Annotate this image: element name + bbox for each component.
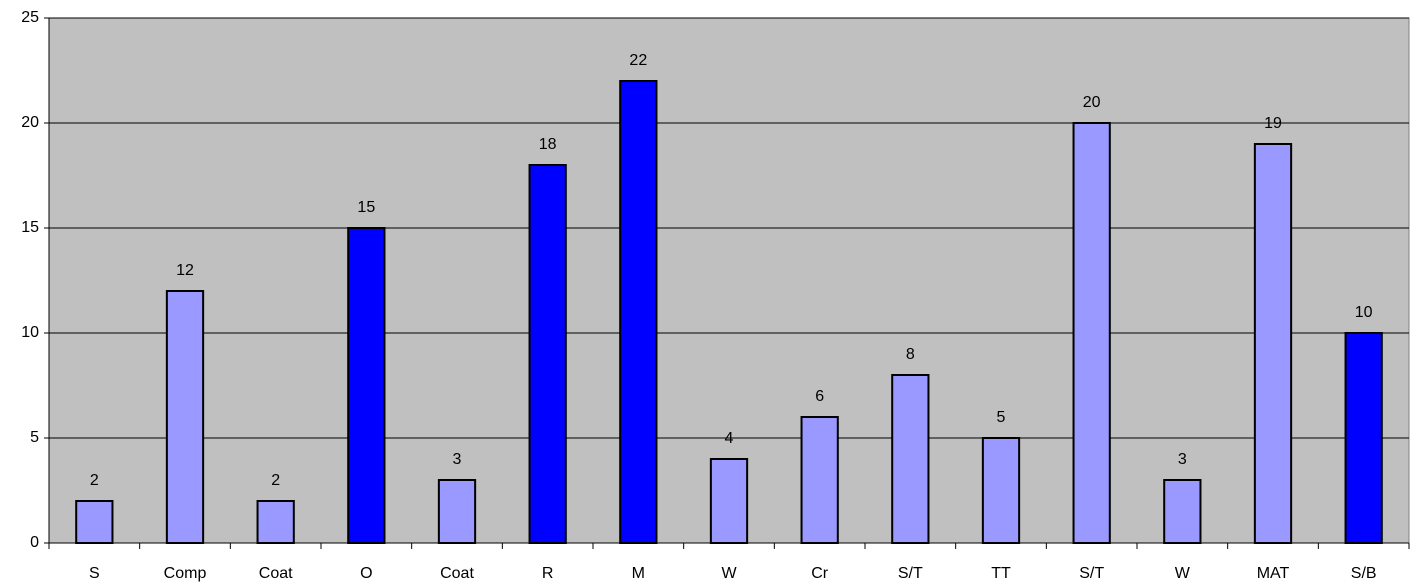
data-label: 19 [1264,115,1282,132]
x-tick-label: MAT [1257,565,1290,582]
bar [709,458,749,544]
bar [256,500,295,544]
x-tick-label: O [360,565,372,582]
bar [528,164,567,544]
bar [1253,143,1293,544]
x-tick-label: S/B [1351,565,1377,582]
data-label: 2 [271,472,280,489]
bar [1163,479,1202,544]
data-label: 20 [1083,94,1101,111]
bar [1072,122,1111,544]
bar [347,227,386,544]
x-tick-label: W [1175,565,1191,582]
plot-area [48,17,1410,544]
bar [75,500,114,544]
data-label: 4 [725,430,734,447]
bar [165,290,205,544]
bar [891,374,930,544]
data-label: 10 [1355,304,1373,321]
data-label: 6 [815,388,824,405]
bar [619,80,658,544]
x-tick-label: S/T [898,565,923,582]
data-label: 18 [539,136,557,153]
bar [437,479,477,544]
data-label: 8 [906,346,915,363]
x-tick-label: S [89,565,100,582]
x-tick-label: Comp [164,565,207,582]
x-tick-label: TT [991,565,1011,582]
x-tick-label: M [632,565,645,582]
y-tick-label: 10 [21,324,39,341]
x-tick-label: Cr [811,565,829,582]
data-label: 12 [176,262,194,279]
data-label: 5 [997,409,1006,426]
bar [981,437,1021,544]
bar [800,416,839,544]
data-label: 2 [90,472,99,489]
y-tick-label: 15 [21,219,39,236]
data-label: 3 [1178,451,1187,468]
y-tick-label: 25 [21,9,39,26]
data-label: 15 [357,199,375,216]
y-tick-label: 5 [30,429,39,446]
bar [1344,332,1383,544]
y-tick-label: 20 [21,114,39,131]
x-tick-label: Coat [259,565,293,582]
y-tick-label: 0 [30,534,39,551]
x-tick-label: R [542,565,554,582]
data-label: 22 [629,52,647,69]
x-tick-label: Coat [440,565,474,582]
x-tick-label: S/T [1079,565,1104,582]
data-label: 3 [453,451,462,468]
x-tick-label: W [721,565,737,582]
